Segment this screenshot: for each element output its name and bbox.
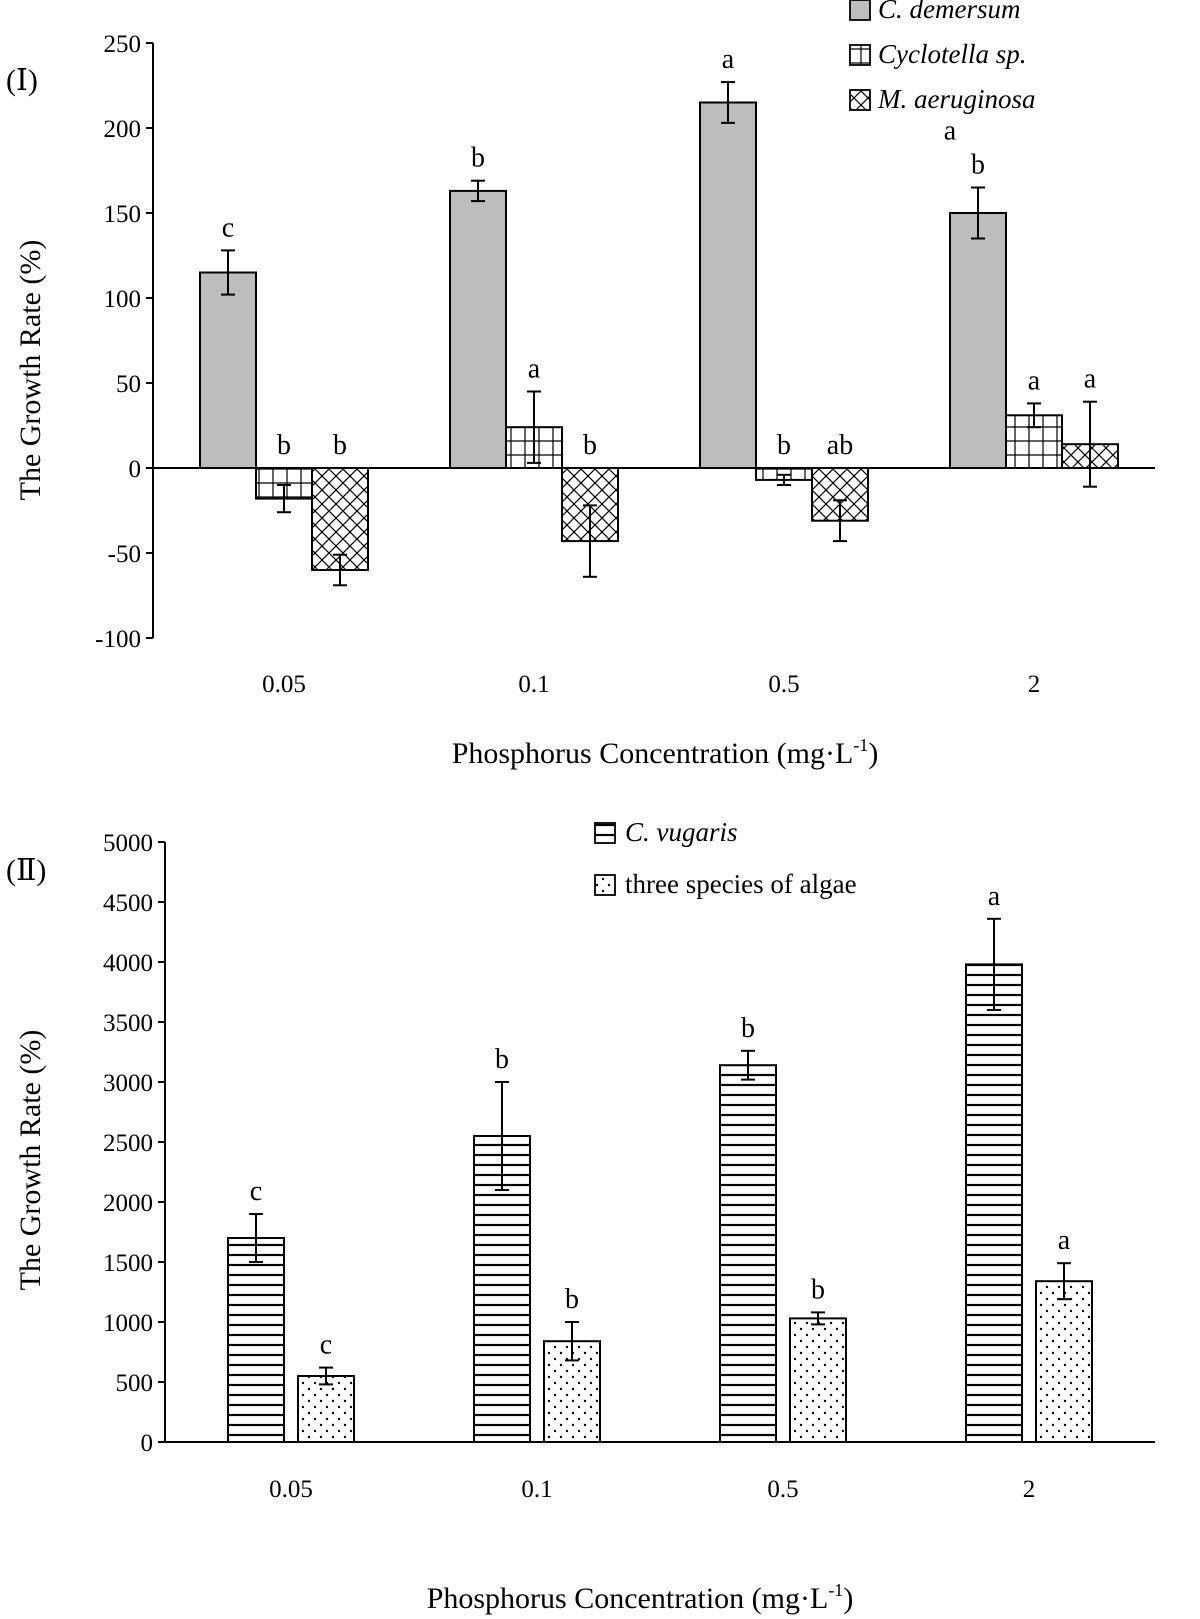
legend-swatch (849, 89, 871, 111)
chart-panel-2: (Ⅱ) The Growth Rate (%) Phosphorus Conce… (6, 817, 1155, 1615)
significance-label: a (1084, 364, 1097, 395)
y-tick-label: 0 (129, 456, 142, 483)
bar (449, 189, 507, 469)
chart-panel-1: (Ⅰ) The Growth Rate (%) Phosphorus Conce… (6, 0, 1155, 770)
significance-label: b (277, 430, 291, 461)
legend: C. demersum Cyclotella sp. M. aeruginosa (849, 0, 1036, 114)
significance-label: b (333, 430, 347, 461)
significance-label: b (471, 143, 485, 174)
significance-label: a (722, 44, 735, 75)
significance-label: b (971, 150, 985, 181)
x-axis-label: Phosphorus Concentration (mg·L-1) (427, 1580, 854, 1615)
y-tick-label: 250 (104, 31, 142, 58)
y-tick-label: 0 (141, 1430, 154, 1457)
y-tick-label: 100 (104, 286, 142, 313)
y-tick-label: 50 (116, 371, 141, 398)
legend-label: M. aeruginosa (877, 84, 1036, 114)
legend-swatch (594, 874, 616, 896)
significance-label: a (944, 116, 957, 147)
bar (297, 1375, 355, 1443)
y-tick-label: 4500 (103, 890, 153, 917)
x-tick-label: 2 (1023, 1476, 1036, 1503)
significance-label: c (222, 212, 234, 243)
x-tick-label: 0.1 (518, 671, 549, 698)
y-tick-label: 150 (104, 201, 142, 228)
significance-label: b (565, 1284, 579, 1315)
y-tick-label: 2500 (103, 1130, 153, 1157)
x-axis-label-sup: -1 (828, 1580, 843, 1600)
x-tick-label: 0.05 (262, 671, 306, 698)
bar (719, 1064, 777, 1443)
legend: C. vugaris three species of algae (594, 817, 857, 899)
y-tick-label: -50 (108, 541, 141, 568)
significance-label: a (988, 881, 1001, 912)
y-tick-label: 500 (116, 1370, 154, 1397)
bar (789, 1317, 847, 1444)
panel-label: (Ⅰ) (6, 64, 38, 97)
x-tick-label: 0.5 (767, 1476, 798, 1503)
legend-swatch (594, 822, 616, 844)
significance-label: a (1028, 365, 1041, 396)
x-axis-label-end: ) (868, 737, 878, 770)
significance-label: c (250, 1176, 262, 1207)
y-tick-label: 1000 (103, 1310, 153, 1337)
legend-label: Cyclotella sp. (878, 39, 1026, 69)
legend-label: C. demersum (878, 0, 1021, 24)
bar (699, 101, 757, 469)
x-tick-label: 0.1 (521, 1476, 552, 1503)
y-tick-label: 5000 (103, 830, 153, 857)
legend-label: three species of algae (625, 869, 857, 899)
y-tick-label: -100 (95, 626, 141, 653)
legend-swatch (849, 44, 871, 66)
legend-swatch (849, 0, 871, 21)
y-tick-label: 200 (104, 116, 142, 143)
x-tick-label: 0.5 (768, 671, 799, 698)
y-tick-label: 1500 (103, 1250, 153, 1277)
x-axis-label-main: Phosphorus Concentration (mg·L (452, 737, 854, 770)
bar (965, 963, 1023, 1444)
significance-label: b (811, 1274, 825, 1305)
y-axis-title: The Growth Rate (%) (14, 1030, 47, 1291)
significance-label: b (495, 1044, 509, 1075)
x-tick-label: 0.05 (269, 1476, 313, 1503)
significance-label: a (528, 354, 541, 385)
x-axis-label-main: Phosphorus Concentration (mg·L (427, 1582, 829, 1615)
x-tick-label: 2 (1028, 671, 1041, 698)
significance-label: ab (827, 430, 853, 461)
significance-label: b (741, 1013, 755, 1044)
y-tick-label: 4000 (103, 950, 153, 977)
bar (199, 271, 257, 469)
x-axis-label: Phosphorus Concentration (mg·L-1) (452, 735, 879, 770)
y-axis-label: The Growth Rate (%) (14, 1030, 47, 1291)
x-axis-label-end: ) (843, 1582, 853, 1615)
y-axis-title: The Growth Rate (%) (14, 240, 47, 501)
y-tick-label: 2000 (103, 1190, 153, 1217)
significance-label: b (777, 430, 791, 461)
y-tick-label: 3000 (103, 1070, 153, 1097)
x-axis-label-sup: -1 (853, 735, 868, 755)
bar (227, 1237, 285, 1443)
panel-label: (Ⅱ) (6, 854, 46, 887)
significance-label: a (1058, 1225, 1071, 1256)
bar (949, 212, 1007, 469)
significance-label: c (320, 1330, 332, 1361)
bar (1035, 1280, 1093, 1443)
legend-label: C. vugaris (625, 817, 738, 847)
y-tick-label: 3500 (103, 1010, 153, 1037)
plot-area: 0 500 1000 1500 2000 2500 3000 3500 4000 4500 5000… (103, 830, 1155, 1503)
significance-label: b (583, 430, 597, 461)
y-axis-label: The Growth Rate (%) (14, 240, 47, 501)
